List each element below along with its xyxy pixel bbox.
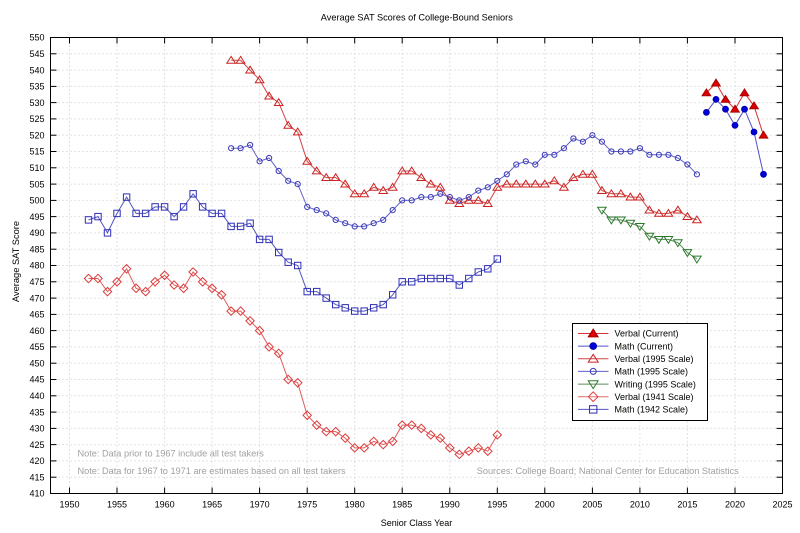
svg-text:535: 535 <box>29 82 44 92</box>
svg-text:Verbal (1941 Scale): Verbal (1941 Scale) <box>615 392 694 402</box>
svg-text:Writing (1995 Scale): Writing (1995 Scale) <box>615 379 696 389</box>
svg-text:445: 445 <box>29 375 44 385</box>
svg-text:410: 410 <box>29 489 44 499</box>
svg-text:Senior Class Year: Senior Class Year <box>381 518 453 528</box>
svg-text:550: 550 <box>29 33 44 43</box>
svg-text:1985: 1985 <box>392 500 412 510</box>
svg-text:450: 450 <box>29 358 44 368</box>
svg-text:425: 425 <box>29 440 44 450</box>
svg-text:Verbal (1995 Scale): Verbal (1995 Scale) <box>615 354 694 364</box>
svg-text:515: 515 <box>29 147 44 157</box>
svg-text:495: 495 <box>29 212 44 222</box>
svg-text:435: 435 <box>29 407 44 417</box>
svg-text:2025: 2025 <box>772 500 792 510</box>
svg-text:505: 505 <box>29 179 44 189</box>
svg-text:1975: 1975 <box>297 500 317 510</box>
svg-text:1980: 1980 <box>345 500 365 510</box>
svg-text:520: 520 <box>29 130 44 140</box>
svg-text:490: 490 <box>29 228 44 238</box>
svg-text:Math (1995 Scale): Math (1995 Scale) <box>615 367 689 377</box>
svg-text:430: 430 <box>29 424 44 434</box>
svg-text:545: 545 <box>29 49 44 59</box>
svg-text:1965: 1965 <box>202 500 222 510</box>
svg-text:525: 525 <box>29 114 44 124</box>
svg-text:Average SAT Score: Average SAT Score <box>11 221 21 302</box>
svg-text:2005: 2005 <box>582 500 602 510</box>
svg-text:Average SAT Scores of College-: Average SAT Scores of College-Bound Seni… <box>321 13 513 23</box>
svg-text:440: 440 <box>29 391 44 401</box>
svg-text:415: 415 <box>29 472 44 482</box>
svg-text:Verbal (Current): Verbal (Current) <box>615 329 679 339</box>
svg-text:460: 460 <box>29 326 44 336</box>
svg-text:420: 420 <box>29 456 44 466</box>
svg-text:1990: 1990 <box>440 500 460 510</box>
svg-text:Note: Data prior to 1967 inclu: Note: Data prior to 1967 include all tes… <box>78 449 265 459</box>
svg-text:Math (1942 Scale): Math (1942 Scale) <box>615 405 689 415</box>
svg-text:455: 455 <box>29 342 44 352</box>
svg-text:470: 470 <box>29 293 44 303</box>
svg-text:Math (Current): Math (Current) <box>615 341 674 351</box>
svg-text:540: 540 <box>29 65 44 75</box>
svg-text:480: 480 <box>29 261 44 271</box>
svg-text:500: 500 <box>29 196 44 206</box>
svg-text:1970: 1970 <box>250 500 270 510</box>
svg-text:2000: 2000 <box>535 500 555 510</box>
svg-text:Sources: College Board; Nation: Sources: College Board; National Center … <box>477 466 739 476</box>
svg-text:465: 465 <box>29 310 44 320</box>
svg-text:2020: 2020 <box>725 500 745 510</box>
svg-text:1995: 1995 <box>487 500 507 510</box>
svg-text:510: 510 <box>29 163 44 173</box>
svg-text:2015: 2015 <box>677 500 697 510</box>
svg-text:2010: 2010 <box>630 500 650 510</box>
svg-text:1955: 1955 <box>107 500 127 510</box>
svg-text:1950: 1950 <box>59 500 79 510</box>
svg-text:1960: 1960 <box>155 500 175 510</box>
svg-text:530: 530 <box>29 98 44 108</box>
svg-text:475: 475 <box>29 277 44 287</box>
svg-text:Note: Data for 1967 to 1971 ar: Note: Data for 1967 to 1971 are estimate… <box>78 466 347 476</box>
svg-text:485: 485 <box>29 244 44 254</box>
